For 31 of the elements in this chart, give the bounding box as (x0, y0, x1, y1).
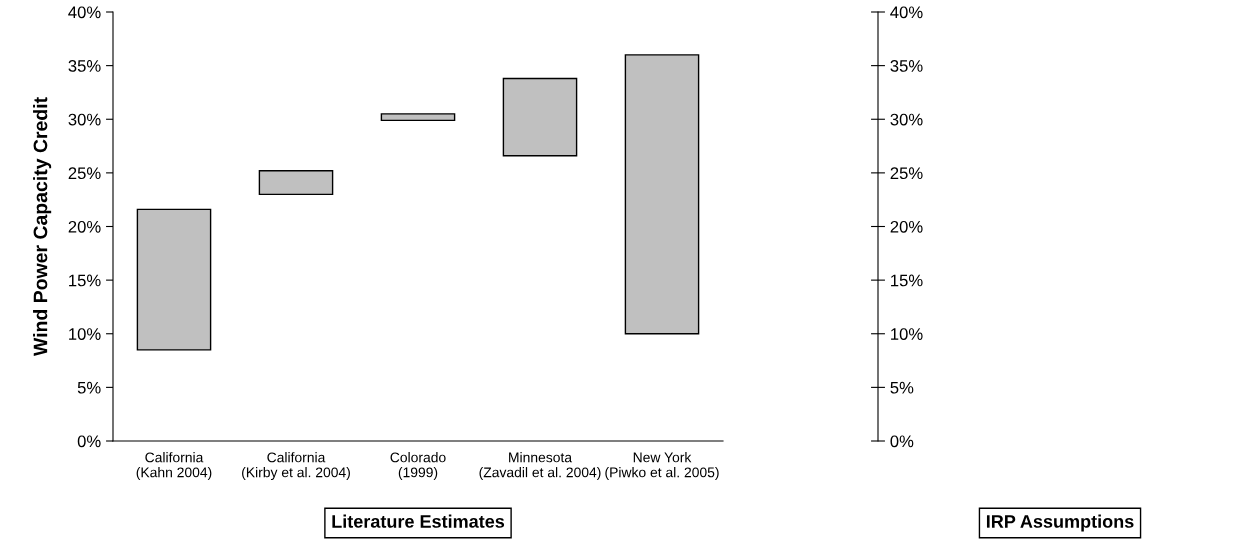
text: 0% (890, 435, 914, 448)
bar (624, 54, 700, 335)
text: IRP Assumptions (986, 514, 1134, 532)
y-axis-title: Wind Power Capacity Credit (33, 97, 52, 357)
y-tick-label: 25% (68, 167, 101, 180)
bar (380, 113, 456, 122)
text: 25% (890, 167, 923, 180)
text: Literature Estimates (332, 514, 505, 528)
y-tick-label: 20% (68, 220, 101, 233)
text: 20% (890, 220, 923, 233)
bar (502, 77, 578, 157)
x-tick-label: Minnesota (Zavadil et al. 2004) (479, 452, 601, 481)
y-tick-label: 0% (77, 435, 101, 448)
y-tick-label: 35% (68, 60, 101, 72)
x-tick-label: California (Kirby et al. 2004) (242, 452, 350, 481)
x-tick-label: California (Kahn 2004) (136, 452, 212, 481)
text: 15% (891, 274, 923, 287)
bar (136, 208, 212, 351)
bar (258, 170, 334, 196)
text: 30% (890, 113, 923, 126)
y-tick-label: 5% (77, 381, 101, 394)
y-tick-label: 30% (68, 113, 101, 126)
x-tick-label: New York (Piwko et al. 2005) (605, 452, 719, 481)
y-tick-label: 15% (69, 274, 101, 287)
x-tick-label: Colorado (1999) (390, 452, 446, 481)
text: 35% (890, 60, 923, 72)
text: 40% (890, 6, 923, 19)
y-tick-label: 40% (68, 6, 101, 19)
y-tick-label: 10% (69, 328, 101, 340)
text: 10% (891, 328, 923, 340)
text: 5% (890, 381, 914, 394)
